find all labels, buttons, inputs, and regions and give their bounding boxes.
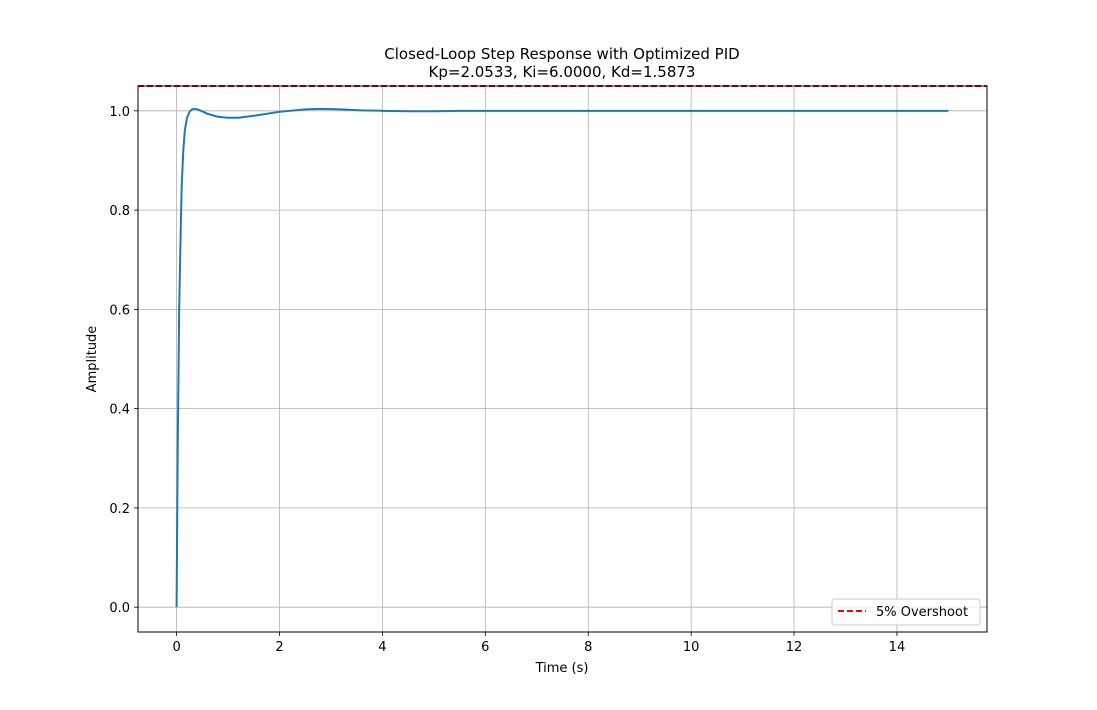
x-axis-label: Time (s): [535, 661, 589, 676]
y-tick-label: 0.2: [109, 502, 130, 517]
x-tick-label: 10: [683, 640, 700, 655]
x-tick-label: 2: [275, 640, 283, 655]
x-tick-label: 4: [378, 640, 386, 655]
legend-box: [831, 598, 981, 626]
axes-frame: [137, 85, 988, 633]
y-tick-label: 1.0: [109, 105, 130, 120]
x-tick-label: 12: [786, 640, 803, 655]
y-tick-label: 0.8: [109, 204, 130, 219]
y-tick-label: 0.4: [109, 403, 130, 418]
chart-subtitle: Kp=2.0533, Ki=6.0000, Kd=1.5873: [429, 63, 696, 81]
ticks: 0 2 4 6 8 10 12 14 0.0 0.2 0.4 0.6 0.8 1.0: [109, 105, 905, 655]
x-tick-label: 14: [889, 640, 906, 655]
y-axis-label: Amplitude: [85, 326, 100, 393]
x-tick-label: 6: [481, 640, 489, 655]
x-tick-label: 0: [172, 640, 180, 655]
chart-title: Closed-Loop Step Response with Optimized…: [384, 45, 739, 63]
x-tick-label: 8: [584, 640, 592, 655]
step-response-line: [175, 107, 949, 608]
legend-label: 5% Overshoot: [876, 605, 968, 620]
y-tick-label: 0.0: [109, 601, 130, 616]
legend: 5% Overshoot: [831, 598, 981, 626]
y-tick-label: 0.6: [109, 303, 130, 318]
